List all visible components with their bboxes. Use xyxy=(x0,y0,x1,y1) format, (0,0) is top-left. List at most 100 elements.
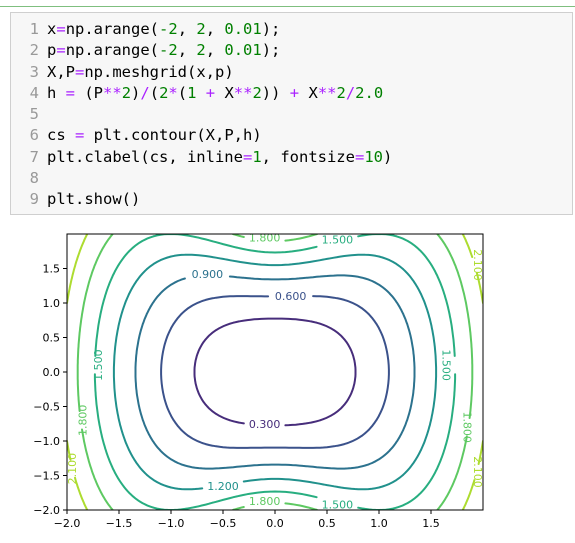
code-token: / xyxy=(345,83,356,102)
code-token: ** xyxy=(233,83,253,102)
code-token: plt.contour(X,P,h) xyxy=(84,126,262,145)
code-token: 2 xyxy=(336,83,346,102)
x-tick-label: 1.5 xyxy=(422,517,440,530)
code-token: + xyxy=(289,83,300,102)
y-tick-label: −2.0 xyxy=(33,504,60,517)
contour-labels: 0.300 0.600 0.900 1.200 1.500 1.500 1.500 1.500… xyxy=(66,231,484,511)
contour-label: 2.100 xyxy=(471,456,484,488)
code-text[interactable]: cs = plt.contour(X,P,h) xyxy=(47,125,262,146)
code-token: = xyxy=(56,41,66,60)
code-token: , xyxy=(205,41,225,60)
code-token: plt.show() xyxy=(47,190,141,209)
code-token: cs xyxy=(47,126,75,145)
code-token: = xyxy=(75,126,85,145)
contour-label: 1.500 xyxy=(322,498,354,511)
contour-label: 0.900 xyxy=(192,268,224,281)
code-line[interactable]: 8 xyxy=(11,168,572,189)
code-token: -2 xyxy=(159,20,178,38)
contour-level-0.900 xyxy=(134,274,416,470)
code-token: 2 xyxy=(252,83,262,102)
contour-level-1.500 xyxy=(93,234,457,510)
code-token: , fontsize xyxy=(261,147,355,166)
code-token: * xyxy=(168,83,178,102)
code-token: + xyxy=(196,83,225,102)
code-token: X xyxy=(299,83,318,102)
y-tick-label: −1.5 xyxy=(33,470,60,483)
code-token: 2 xyxy=(121,83,132,102)
contour-lines xyxy=(67,234,483,510)
code-token: ) xyxy=(131,83,141,102)
contour-label: 0.600 xyxy=(275,290,307,303)
code-text[interactable]: h = (P**2)/(2*(1 + X**2)) + X**2/2.0 xyxy=(47,83,383,104)
x-axis-ticks: −2.0 −1.5 −1.0 −0.5 0.0 0.5 1.0 1.5 xyxy=(54,510,440,530)
x-tick-label: −0.5 xyxy=(210,517,237,530)
code-line[interactable]: 5 xyxy=(11,104,572,125)
code-token: X xyxy=(224,83,234,102)
contour-label: 1.800 xyxy=(460,411,473,443)
code-token: )) xyxy=(261,83,290,102)
code-token: 2.0 xyxy=(355,83,384,102)
code-token: -2 xyxy=(159,41,178,60)
code-text[interactable]: p=np.arange(-2, 2, 0.01); xyxy=(47,40,280,61)
plot-frame xyxy=(66,233,484,511)
code-text[interactable]: X,P=np.meshgrid(x,p) xyxy=(47,62,234,83)
code-line[interactable]: 6 cs = plt.contour(X,P,h) xyxy=(11,125,572,146)
line-number: 8 xyxy=(29,169,39,188)
code-token: 0.01 xyxy=(224,41,262,60)
code-token: 2 xyxy=(196,41,206,60)
code-line[interactable]: 3 X,P=np.meshgrid(x,p) xyxy=(11,62,572,83)
contour-level-1.200 xyxy=(112,253,438,491)
cell-separator-line xyxy=(0,6,575,7)
contour-label: 2.100 xyxy=(471,249,484,280)
code-token: , xyxy=(177,41,197,60)
contour-level-0.300 xyxy=(193,317,357,427)
code-editor[interactable]: 1 x=np.arange(-2, 2, 0.01); 2 p=np.arange(-… xyxy=(11,19,572,211)
contour-label: 1.800 xyxy=(249,495,281,508)
code-line[interactable]: 2 p=np.arange(-2, 2, 0.01); xyxy=(11,40,572,61)
y-tick-label: −0.5 xyxy=(33,401,60,414)
line-number: 3 xyxy=(29,62,39,81)
code-token: ); xyxy=(261,41,281,60)
code-token: 2 xyxy=(159,83,169,102)
code-token: = xyxy=(242,147,253,166)
x-tick-label: 1.0 xyxy=(370,517,388,530)
line-number: 1 xyxy=(29,20,39,38)
code-cell[interactable]: 1 x=np.arange(-2, 2, 0.01); 2 p=np.arange(-… xyxy=(10,12,573,215)
code-line[interactable]: 1 x=np.arange(-2, 2, 0.01); xyxy=(11,19,572,40)
contour-label: 1.500 xyxy=(92,349,105,381)
line-number: 7 xyxy=(29,147,39,166)
code-text[interactable]: plt.show() xyxy=(47,189,140,210)
code-token: ** xyxy=(103,83,122,102)
code-text[interactable]: x=np.arange(-2, 2, 0.01); xyxy=(47,19,280,40)
code-token: ) xyxy=(383,147,393,166)
code-token: , xyxy=(177,20,197,38)
x-tick-label: −1.0 xyxy=(158,517,185,530)
code-token: X,P xyxy=(47,62,75,81)
y-tick-label: 0.0 xyxy=(43,366,61,379)
contour-level-0.600 xyxy=(160,295,390,449)
code-token: np.arange( xyxy=(65,20,160,38)
contour-plot: 0.300 0.600 0.900 1.200 1.500 1.500 1.500 1.500… xyxy=(33,231,484,530)
contour-label: 1.500 xyxy=(322,234,354,247)
line-number: 6 xyxy=(29,126,39,145)
code-token: ); xyxy=(261,20,281,38)
contour-level-1.800 xyxy=(76,234,474,510)
code-token: 1 xyxy=(252,147,262,166)
code-text[interactable]: plt.clabel(cs, inline=1, fontsize=10) xyxy=(47,147,392,168)
y-tick-label: −1.0 xyxy=(33,435,60,448)
code-token: 10 xyxy=(364,147,383,166)
code-token: ( xyxy=(177,83,188,102)
code-line[interactable]: 9 plt.show() xyxy=(11,189,572,210)
line-number: 2 xyxy=(29,41,39,60)
contour-label: 1.200 xyxy=(207,480,239,493)
y-axis-ticks: 1.5 1.0 0.5 0.0 −0.5 −1.0 −1.5 −2.0 xyxy=(33,263,67,517)
code-token: plt.clabel(cs, inline xyxy=(47,147,243,166)
x-tick-label: −2.0 xyxy=(54,517,81,530)
code-token: 0.01 xyxy=(224,20,262,38)
x-tick-label: −1.5 xyxy=(106,517,133,530)
code-token: 2 xyxy=(196,20,206,38)
code-token: / xyxy=(140,83,150,102)
code-token: , xyxy=(205,20,225,38)
code-line[interactable]: 7 plt.clabel(cs, inline=1, fontsize=10) xyxy=(11,147,572,168)
